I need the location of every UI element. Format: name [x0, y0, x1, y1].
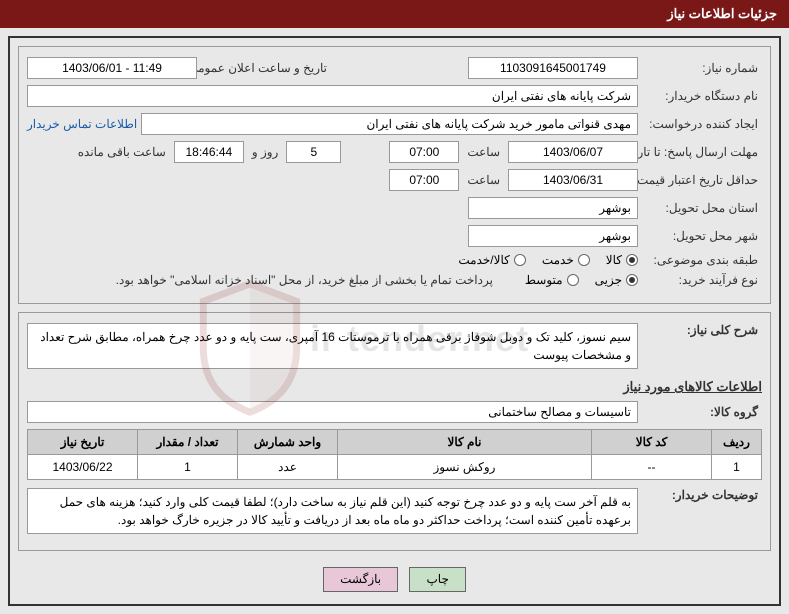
col-qty: تعداد / مقدار	[138, 430, 238, 455]
radio-medium-dot	[567, 274, 579, 286]
goods-table: ردیف کد کالا نام کالا واحد شمارش تعداد /…	[27, 429, 762, 480]
radio-goods-service-dot	[514, 254, 526, 266]
need-number-field: 1103091645001749	[468, 57, 638, 79]
radio-goods[interactable]: کالا	[606, 253, 638, 267]
province-field: بوشهر	[468, 197, 638, 219]
radio-goods-label: کالا	[606, 253, 622, 267]
requester-field: مهدی قنواتی مامور خرید شرکت پایانه های ن…	[141, 113, 638, 135]
radio-medium-label: متوسط	[525, 273, 563, 287]
remaining-label: ساعت باقی مانده	[74, 145, 170, 159]
page-container: جزئیات اطلاعات نیاز ir tender.net شماره …	[0, 0, 789, 606]
back-button[interactable]: بازگشت	[323, 567, 398, 592]
button-row: چاپ بازگشت	[18, 559, 771, 596]
goods-group-label: گروه کالا:	[642, 405, 762, 419]
city-label: شهر محل تحویل:	[642, 229, 762, 243]
radio-partial[interactable]: جزیی	[595, 273, 638, 287]
cell-code: --	[592, 455, 712, 480]
row-need-number: شماره نیاز: 1103091645001749 تاریخ و ساع…	[27, 57, 762, 79]
cell-row-num: 1	[712, 455, 762, 480]
print-button[interactable]: چاپ	[409, 567, 465, 592]
header-bar: جزئیات اطلاعات نیاز	[0, 0, 789, 28]
buyer-notes-field: به قلم آخر ست پایه و دو عدد چرخ توجه کنی…	[27, 488, 638, 534]
row-buyer-notes: توضیحات خریدار: به قلم آخر ست پایه و دو …	[27, 488, 762, 534]
reply-deadline-date-field: 1403/06/07	[508, 141, 638, 163]
row-price-validity: حداقل تاریخ اعتبار قیمت: تا تاریخ: 1403/…	[27, 169, 762, 191]
col-name: نام کالا	[338, 430, 592, 455]
price-validity-time-field: 07:00	[389, 169, 459, 191]
time-label-2: ساعت	[463, 173, 504, 187]
row-category: طبقه بندی موضوعی: کالا خدمت کالا/خدمت	[27, 253, 762, 267]
row-buyer-org: نام دستگاه خریدار: شرکت پایانه های نفتی …	[27, 85, 762, 107]
payment-note: پرداخت تمام یا بخشی از مبلغ خرید، از محل…	[112, 273, 497, 287]
form-section-details: شرح کلی نیاز: سیم نسوز، کلید تک و دوبل ش…	[18, 312, 771, 551]
cell-date: 1403/06/22	[28, 455, 138, 480]
goods-info-header: اطلاعات کالاهای مورد نیاز	[27, 379, 762, 395]
category-label: طبقه بندی موضوعی:	[642, 253, 762, 267]
radio-goods-dot	[626, 254, 638, 266]
announce-datetime-field: 1403/06/01 - 11:49	[27, 57, 197, 79]
form-section-main: شماره نیاز: 1103091645001749 تاریخ و ساع…	[18, 46, 771, 304]
row-purchase-type: نوع فرآیند خرید: جزیی متوسط پرداخت تمام …	[27, 273, 762, 287]
radio-goods-service-label: کالا/خدمت	[458, 253, 509, 267]
radio-service-label: خدمت	[542, 253, 574, 267]
row-goods-group: گروه کالا: تاسیسات و مصالح ساختمانی	[27, 401, 762, 423]
countdown-field: 18:46:44	[174, 141, 244, 163]
need-number-label: شماره نیاز:	[642, 61, 762, 75]
city-field: بوشهر	[468, 225, 638, 247]
category-radio-group: کالا خدمت کالا/خدمت	[458, 253, 638, 267]
table-header-row: ردیف کد کالا نام کالا واحد شمارش تعداد /…	[28, 430, 762, 455]
purchase-type-label: نوع فرآیند خرید:	[642, 273, 762, 287]
radio-medium[interactable]: متوسط	[525, 273, 579, 287]
days-field: 5	[286, 141, 341, 163]
buyer-org-label: نام دستگاه خریدار:	[642, 89, 762, 103]
radio-service-dot	[578, 254, 590, 266]
reply-deadline-time-field: 07:00	[389, 141, 459, 163]
requester-label: ایجاد کننده درخواست:	[642, 117, 762, 131]
days-and-label: روز و	[248, 145, 283, 159]
time-label-1: ساعت	[463, 145, 504, 159]
buyer-notes-label: توضیحات خریدار:	[642, 488, 762, 502]
radio-partial-label: جزیی	[595, 273, 622, 287]
reply-deadline-label: مهلت ارسال پاسخ: تا تاریخ:	[642, 145, 762, 159]
radio-service[interactable]: خدمت	[542, 253, 590, 267]
col-row-num: ردیف	[712, 430, 762, 455]
table-row: 1 -- روکش نسوز عدد 1 1403/06/22	[28, 455, 762, 480]
radio-partial-dot	[626, 274, 638, 286]
radio-goods-service[interactable]: کالا/خدمت	[458, 253, 525, 267]
description-field: سیم نسوز، کلید تک و دوبل شوفاژ برقی همرا…	[27, 323, 638, 369]
row-description: شرح کلی نیاز: سیم نسوز، کلید تک و دوبل ش…	[27, 323, 762, 369]
description-label: شرح کلی نیاز:	[642, 323, 762, 337]
price-validity-date-field: 1403/06/31	[508, 169, 638, 191]
col-code: کد کالا	[592, 430, 712, 455]
col-unit: واحد شمارش	[238, 430, 338, 455]
announce-datetime-label: تاریخ و ساعت اعلان عمومی:	[201, 61, 331, 75]
province-label: استان محل تحویل:	[642, 201, 762, 215]
row-requester: ایجاد کننده درخواست: مهدی قنواتی مامور خ…	[27, 113, 762, 135]
buyer-org-field: شرکت پایانه های نفتی ایران	[27, 85, 638, 107]
header-title: جزئیات اطلاعات نیاز	[667, 6, 777, 21]
main-frame: ir tender.net شماره نیاز: 11030916450017…	[8, 36, 781, 606]
contact-link[interactable]: اطلاعات تماس خریدار	[27, 117, 137, 131]
goods-group-field: تاسیسات و مصالح ساختمانی	[27, 401, 638, 423]
col-date: تاریخ نیاز	[28, 430, 138, 455]
cell-qty: 1	[138, 455, 238, 480]
row-reply-deadline: مهلت ارسال پاسخ: تا تاریخ: 1403/06/07 سا…	[27, 141, 762, 163]
cell-name: روکش نسوز	[338, 455, 592, 480]
row-city: شهر محل تحویل: بوشهر	[27, 225, 762, 247]
price-validity-label: حداقل تاریخ اعتبار قیمت: تا تاریخ:	[642, 173, 762, 187]
row-province: استان محل تحویل: بوشهر	[27, 197, 762, 219]
cell-unit: عدد	[238, 455, 338, 480]
purchase-radio-group: جزیی متوسط	[525, 273, 638, 287]
